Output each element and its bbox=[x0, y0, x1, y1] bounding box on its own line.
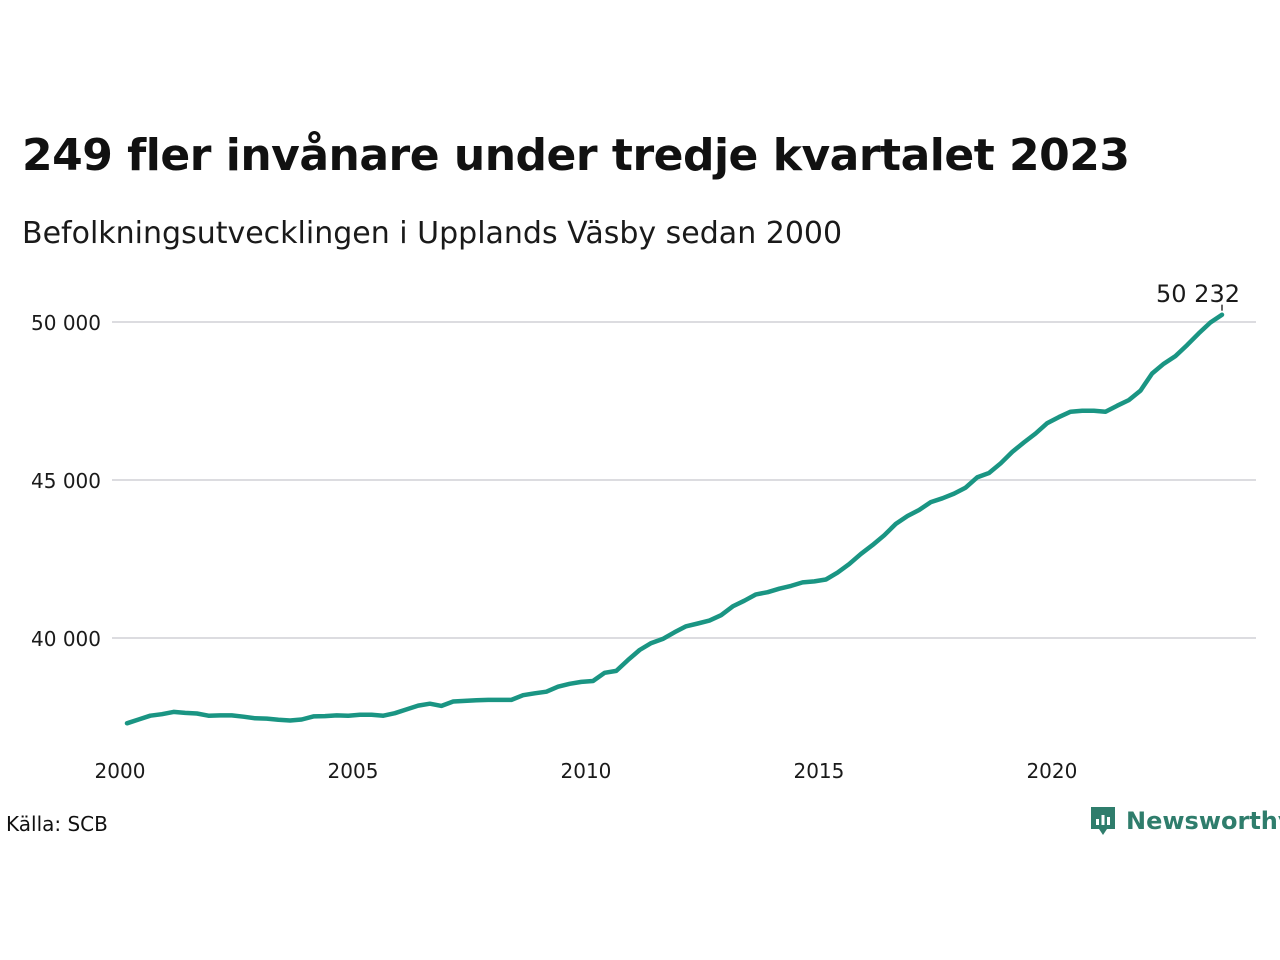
end-annotation: 50 232 bbox=[1156, 280, 1240, 311]
grid-lines bbox=[112, 321, 1256, 639]
x-tick-label: 2015 bbox=[793, 759, 844, 783]
population-series-line bbox=[124, 312, 1225, 726]
y-tick-label: 40 000 bbox=[31, 627, 101, 651]
x-tick-label: 2000 bbox=[95, 759, 146, 783]
y-tick-label: 50 000 bbox=[31, 311, 101, 335]
series-group bbox=[124, 312, 1225, 726]
brand-logo: Newsworthy bbox=[1088, 804, 1280, 838]
brand-name: Newsworthy bbox=[1126, 807, 1280, 835]
x-tick-label: 2005 bbox=[328, 759, 379, 783]
end-value-label: 50 232 bbox=[1156, 280, 1240, 308]
x-tick-label: 2010 bbox=[561, 759, 612, 783]
chart-title: 249 fler invånare under tredje kvartalet… bbox=[22, 130, 1130, 181]
x-tick-label: 2020 bbox=[1026, 759, 1077, 783]
y-axis-ticks: 40 000 45 000 50 000 bbox=[31, 311, 101, 651]
y-tick-label: 45 000 bbox=[31, 469, 101, 493]
chart-subtitle: Befolkningsutvecklingen i Upplands Väsby… bbox=[22, 216, 843, 251]
newsworthy-logo-icon bbox=[1091, 807, 1115, 835]
x-axis-ticks: 2000 2005 2010 2015 2020 bbox=[95, 759, 1078, 783]
source-note: Källa: SCB bbox=[6, 812, 108, 836]
